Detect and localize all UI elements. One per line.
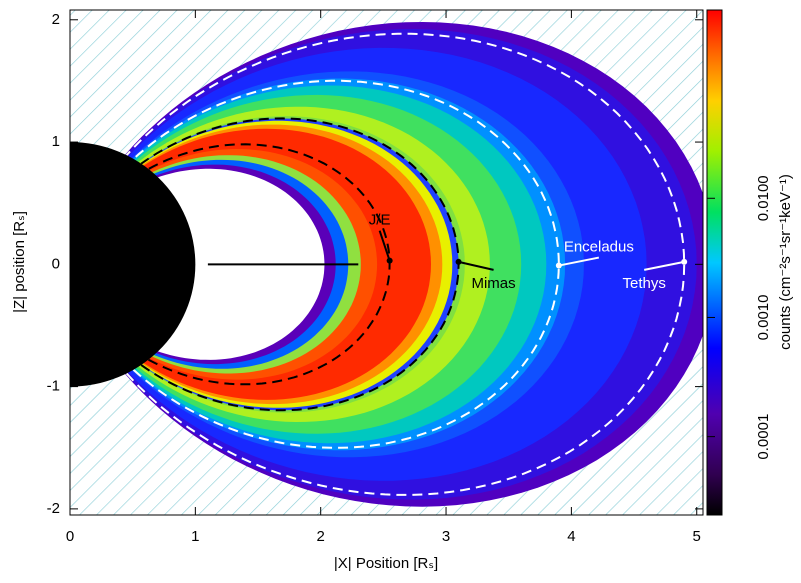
arrow-head [555,262,562,269]
y-tick-label: 2 [52,11,60,28]
x-tick-label: 1 [191,528,199,545]
colorbar-tick-label: 0.0001 [755,414,772,460]
arrow [458,260,494,271]
colorbar-tick-label: 0.0010 [755,295,772,341]
colorbar [706,9,723,516]
arrow-head [386,257,393,264]
y-tick-label: -1 [47,378,60,395]
arrow-head [455,258,462,265]
y-tick-label: 1 [52,133,60,150]
field-line [148,143,391,386]
field-line [125,32,686,496]
x-axis-label: |X| Position [Rₛ] [334,555,438,572]
x-tick-label: 5 [693,528,701,545]
planet [70,142,196,387]
x-tick-label: 3 [442,528,450,545]
y-axis-label: |Z| position [Rₛ] [11,211,28,313]
arrow [558,256,600,267]
annotation: Mimas [471,275,515,292]
plot-frame [69,9,704,516]
y-tick-label: 0 [52,255,60,272]
annotation: Tethys [623,275,666,292]
arrow [644,260,685,271]
colorbar-label: counts (cm⁻²s⁻¹sr⁻¹keV⁻¹) [777,174,794,350]
arrow [378,230,391,261]
x-tick-label: 2 [317,528,325,545]
colorbar-tick-label: 0.0100 [755,175,772,221]
x-tick-label: 0 [66,528,74,545]
y-tick-label: -2 [47,500,60,517]
arrow-head [681,258,688,265]
x-tick-label: 4 [567,528,575,545]
annotation: J/E [369,212,391,229]
annotation: Enceladus [564,239,634,256]
field-line [132,79,560,449]
